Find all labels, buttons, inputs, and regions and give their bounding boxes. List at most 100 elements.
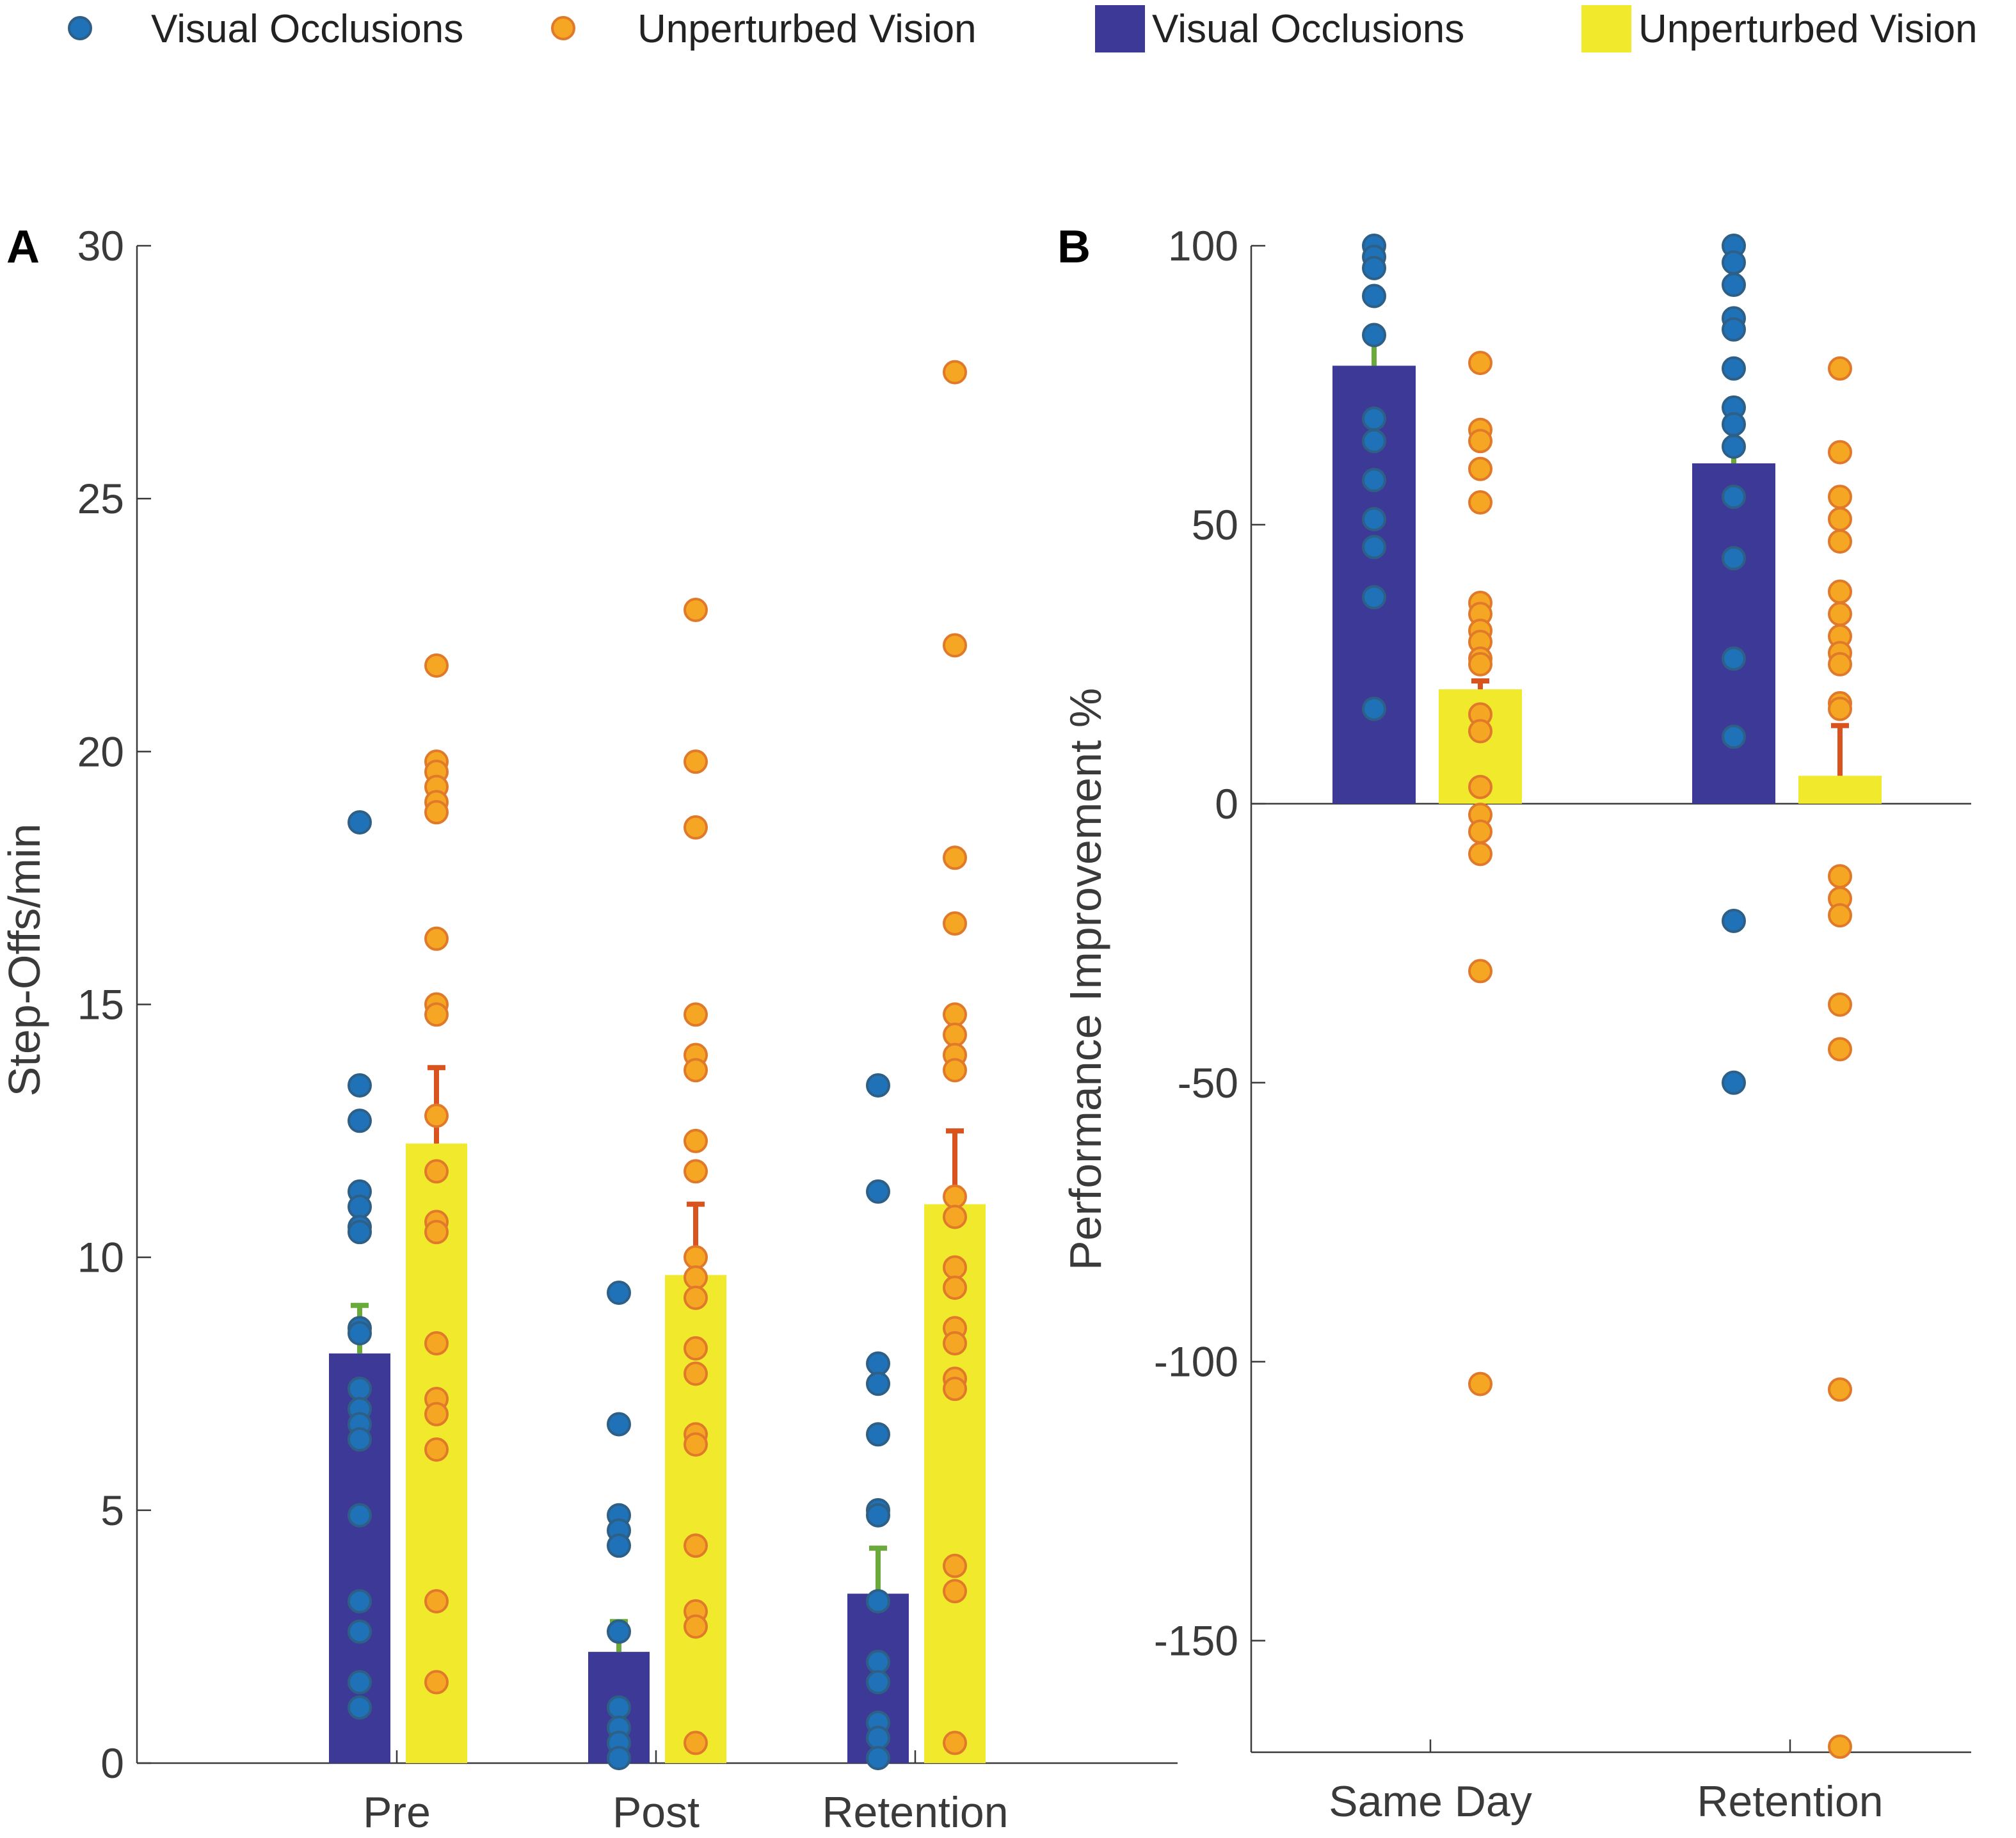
data-point-unperturbed-vision — [684, 1336, 708, 1361]
data-point-unperturbed-vision — [424, 1437, 449, 1462]
data-point-visual-occlusions — [1722, 250, 1746, 275]
data-point-unperturbed-vision — [424, 1220, 449, 1245]
data-point-unperturbed-vision — [1828, 602, 1852, 627]
data-point-unperturbed-vision — [1828, 651, 1852, 676]
data-point-unperturbed-vision — [943, 1184, 967, 1209]
data-point-unperturbed-vision — [943, 1022, 967, 1047]
data-point-unperturbed-vision — [943, 1275, 967, 1300]
data-point-visual-occlusions — [348, 1670, 372, 1695]
data-point-unperturbed-vision — [684, 1614, 708, 1639]
y-tick-label: -100 — [1154, 1338, 1238, 1386]
data-point-visual-occlusions — [866, 1725, 890, 1750]
data-point-unperturbed-vision — [684, 1159, 708, 1184]
data-point-unperturbed-vision — [684, 1245, 708, 1270]
data-point-unperturbed-vision — [684, 1265, 708, 1290]
data-point-unperturbed-vision — [943, 1730, 967, 1755]
data-point-visual-occlusions — [348, 1220, 372, 1245]
data-point-unperturbed-vision — [1468, 842, 1492, 867]
y-tick-label: 15 — [77, 981, 124, 1028]
data-point-unperturbed-vision — [1468, 651, 1492, 676]
panel-b: B Performance Improvement % -150 -100 -50 0… — [1057, 221, 1971, 1826]
data-point-unperturbed-vision — [1828, 529, 1852, 554]
data-point-unperturbed-vision — [1828, 484, 1852, 509]
y-tick-label: 0 — [1215, 780, 1238, 827]
data-point-unperturbed-vision — [1828, 1734, 1852, 1759]
data-point-visual-occlusions — [607, 1412, 631, 1437]
data-point-visual-occlusions — [1362, 696, 1386, 721]
panel-b-letter: B — [1057, 221, 1091, 273]
data-point-unperturbed-vision — [1828, 356, 1852, 381]
data-point-unperturbed-vision — [1828, 1037, 1852, 1062]
data-point-visual-occlusions — [348, 1073, 372, 1098]
data-point-visual-occlusions — [607, 1533, 631, 1558]
data-point-unperturbed-vision — [943, 1204, 967, 1229]
data-point-visual-occlusions — [1362, 406, 1386, 431]
data-point-unperturbed-vision — [1468, 456, 1492, 481]
data-point-unperturbed-vision — [1828, 696, 1852, 721]
data-point-unperturbed-vision — [1468, 819, 1492, 844]
data-point-unperturbed-vision — [1828, 1377, 1852, 1402]
y-tick-label: -150 — [1154, 1617, 1238, 1665]
data-point-unperturbed-vision — [943, 360, 967, 385]
data-point-unperturbed-vision — [1828, 507, 1852, 532]
data-point-unperturbed-vision — [1468, 719, 1492, 744]
data-point-visual-occlusions — [1722, 412, 1746, 436]
data-point-unperturbed-vision — [684, 1002, 708, 1027]
data-point-visual-occlusions — [348, 810, 372, 835]
data-point-visual-occlusions — [348, 1108, 372, 1133]
legend-dot-unperturbed-icon — [551, 16, 575, 40]
data-point-visual-occlusions — [1362, 468, 1386, 493]
data-point-visual-occlusions — [1362, 323, 1386, 348]
data-point-unperturbed-vision — [943, 1553, 967, 1578]
data-point-unperturbed-vision — [943, 911, 967, 936]
legend-bar-unperturbed-icon — [1581, 5, 1631, 52]
data-point-visual-occlusions — [607, 1619, 631, 1644]
y-tick-label: 20 — [77, 728, 124, 775]
legend-label-unperturbed-dots: Unperturbed Vision — [637, 7, 977, 51]
data-point-visual-occlusions — [1722, 434, 1746, 459]
data-point-unperturbed-vision — [684, 598, 708, 623]
data-point-unperturbed-vision — [943, 633, 967, 658]
x-category-label: Retention — [1697, 1777, 1883, 1826]
data-point-visual-occlusions — [1362, 507, 1386, 532]
data-point-unperturbed-vision — [943, 1002, 967, 1027]
data-point-visual-occlusions — [348, 1589, 372, 1614]
data-point-visual-occlusions — [1362, 284, 1386, 308]
data-point-visual-occlusions — [866, 1670, 890, 1695]
data-point-visual-occlusions — [1362, 255, 1386, 280]
x-category-label: Post — [612, 1788, 700, 1837]
data-point-unperturbed-vision — [943, 1058, 967, 1083]
data-point-visual-occlusions — [1722, 646, 1746, 671]
data-point-unperturbed-vision — [684, 1058, 708, 1083]
data-point-unperturbed-vision — [1468, 774, 1492, 799]
data-point-unperturbed-vision — [943, 1579, 967, 1604]
data-point-unperturbed-vision — [1828, 440, 1852, 465]
y-tick-label: 5 — [100, 1487, 124, 1534]
data-point-visual-occlusions — [1722, 273, 1746, 298]
data-point-unperturbed-vision — [424, 1670, 449, 1695]
data-point-visual-occlusions — [1722, 356, 1746, 381]
data-point-visual-occlusions — [866, 1589, 890, 1614]
data-point-unperturbed-vision — [1828, 903, 1852, 928]
data-point-visual-occlusions — [607, 1280, 631, 1305]
data-point-unperturbed-vision — [1468, 429, 1492, 454]
data-point-unperturbed-vision — [1828, 579, 1852, 604]
data-point-unperturbed-vision — [684, 1730, 708, 1755]
data-point-unperturbed-vision — [424, 1331, 449, 1356]
data-point-visual-occlusions — [866, 1746, 890, 1771]
x-category-label: Same Day — [1329, 1777, 1532, 1826]
legend-bar-occlusion-icon — [1095, 5, 1145, 52]
data-point-visual-occlusions — [866, 1351, 890, 1376]
data-point-unperturbed-vision — [1468, 490, 1492, 515]
data-point-unperturbed-vision — [684, 749, 708, 774]
data-point-visual-occlusions — [1722, 546, 1746, 571]
data-point-visual-occlusions — [348, 1427, 372, 1452]
data-point-unperturbed-vision — [424, 1589, 449, 1614]
data-point-unperturbed-vision — [1468, 1371, 1492, 1396]
data-point-unperturbed-vision — [943, 1255, 967, 1280]
data-point-unperturbed-vision — [1828, 864, 1852, 889]
data-point-visual-occlusions — [866, 1649, 890, 1674]
data-point-unperturbed-vision — [684, 1432, 708, 1457]
data-point-visual-occlusions — [1722, 724, 1746, 749]
legend-label-unperturbed-bar: Unperturbed Vision — [1638, 7, 1978, 51]
